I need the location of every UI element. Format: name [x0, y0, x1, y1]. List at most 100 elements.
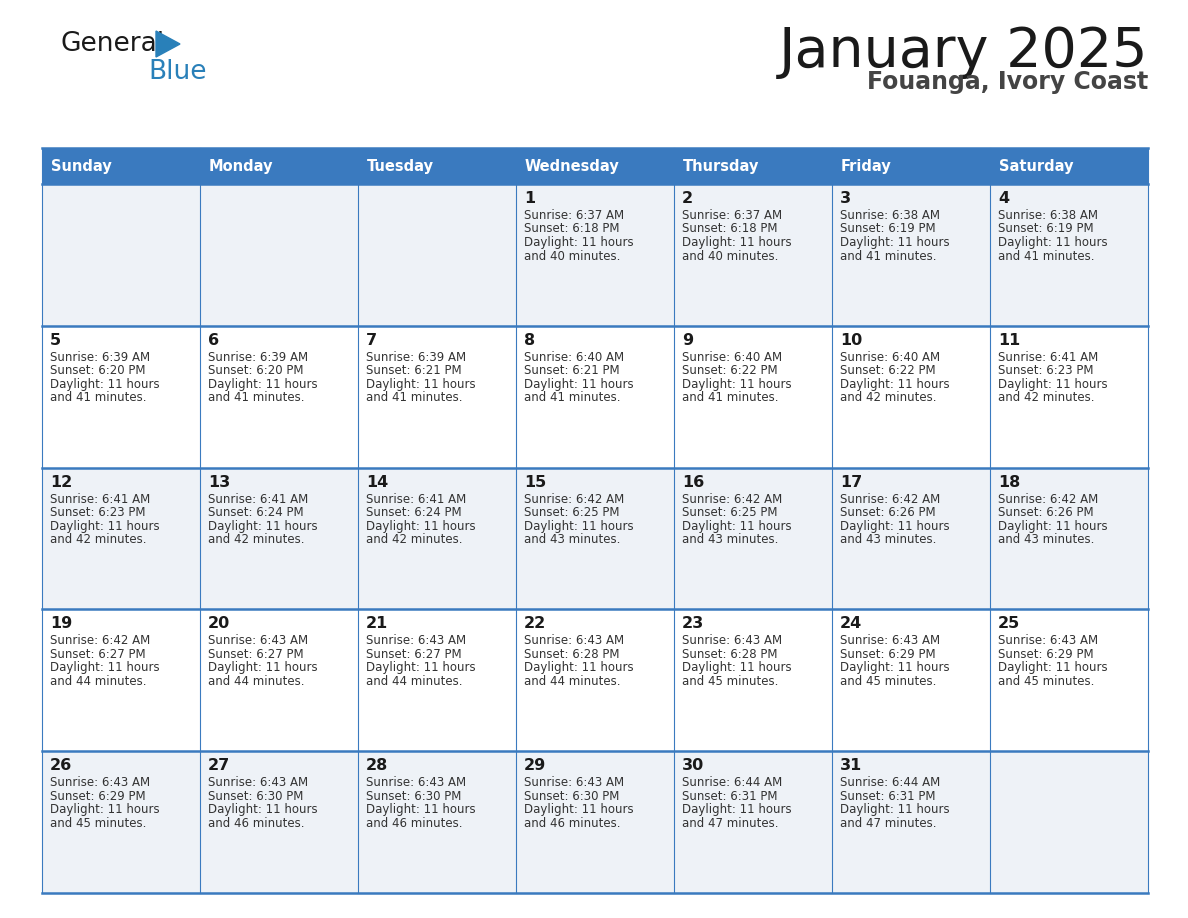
- Text: 31: 31: [840, 758, 862, 773]
- Text: Daylight: 11 hours: Daylight: 11 hours: [524, 803, 633, 816]
- Bar: [42, 467, 200, 610]
- Text: Wednesday: Wednesday: [525, 159, 620, 174]
- Text: Sunrise: 6:43 AM: Sunrise: 6:43 AM: [524, 634, 624, 647]
- Text: 20: 20: [208, 616, 230, 632]
- Bar: [516, 148, 674, 184]
- Text: Sunrise: 6:43 AM: Sunrise: 6:43 AM: [208, 634, 308, 647]
- Text: and 44 minutes.: and 44 minutes.: [50, 675, 146, 688]
- Bar: [674, 148, 832, 184]
- Bar: [516, 467, 674, 610]
- Bar: [358, 326, 516, 467]
- Text: Sunset: 6:18 PM: Sunset: 6:18 PM: [524, 222, 619, 236]
- Text: Daylight: 11 hours: Daylight: 11 hours: [682, 661, 791, 675]
- Text: 1: 1: [524, 191, 535, 206]
- Text: Daylight: 11 hours: Daylight: 11 hours: [524, 378, 633, 391]
- Text: and 45 minutes.: and 45 minutes.: [50, 817, 146, 830]
- Bar: [674, 751, 832, 893]
- Text: 13: 13: [208, 475, 230, 489]
- Text: and 42 minutes.: and 42 minutes.: [208, 533, 304, 546]
- Bar: [200, 326, 358, 467]
- Text: Saturday: Saturday: [999, 159, 1074, 174]
- Bar: [42, 751, 200, 893]
- Text: Daylight: 11 hours: Daylight: 11 hours: [840, 378, 949, 391]
- Text: and 42 minutes.: and 42 minutes.: [50, 533, 146, 546]
- Text: Sunset: 6:18 PM: Sunset: 6:18 PM: [682, 222, 777, 236]
- Text: 27: 27: [208, 758, 230, 773]
- Text: 6: 6: [208, 333, 219, 348]
- Bar: [516, 610, 674, 751]
- Bar: [516, 326, 674, 467]
- Text: Sunset: 6:27 PM: Sunset: 6:27 PM: [50, 648, 146, 661]
- Text: Sunrise: 6:43 AM: Sunrise: 6:43 AM: [682, 634, 782, 647]
- Text: 26: 26: [50, 758, 72, 773]
- Text: and 47 minutes.: and 47 minutes.: [682, 817, 778, 830]
- Text: Daylight: 11 hours: Daylight: 11 hours: [208, 803, 317, 816]
- Text: and 42 minutes.: and 42 minutes.: [366, 533, 462, 546]
- Bar: [42, 610, 200, 751]
- Text: Sunrise: 6:38 AM: Sunrise: 6:38 AM: [840, 209, 940, 222]
- Bar: [358, 148, 516, 184]
- Text: Daylight: 11 hours: Daylight: 11 hours: [840, 661, 949, 675]
- Text: and 41 minutes.: and 41 minutes.: [524, 391, 620, 404]
- Text: Sunrise: 6:39 AM: Sunrise: 6:39 AM: [366, 351, 466, 364]
- Bar: [832, 610, 990, 751]
- Text: Sunrise: 6:42 AM: Sunrise: 6:42 AM: [50, 634, 150, 647]
- Text: Sunrise: 6:38 AM: Sunrise: 6:38 AM: [998, 209, 1098, 222]
- Bar: [674, 610, 832, 751]
- Text: and 45 minutes.: and 45 minutes.: [840, 675, 936, 688]
- Text: Sunrise: 6:41 AM: Sunrise: 6:41 AM: [998, 351, 1098, 364]
- Text: and 43 minutes.: and 43 minutes.: [682, 533, 778, 546]
- Bar: [832, 326, 990, 467]
- Text: Sunrise: 6:42 AM: Sunrise: 6:42 AM: [998, 493, 1098, 506]
- Text: 19: 19: [50, 616, 72, 632]
- Text: Sunrise: 6:40 AM: Sunrise: 6:40 AM: [682, 351, 782, 364]
- Text: Sunrise: 6:39 AM: Sunrise: 6:39 AM: [50, 351, 150, 364]
- Text: Sunset: 6:28 PM: Sunset: 6:28 PM: [682, 648, 777, 661]
- Bar: [832, 751, 990, 893]
- Bar: [674, 467, 832, 610]
- Text: and 43 minutes.: and 43 minutes.: [998, 533, 1094, 546]
- Text: Tuesday: Tuesday: [367, 159, 434, 174]
- Text: Daylight: 11 hours: Daylight: 11 hours: [524, 520, 633, 532]
- Text: and 46 minutes.: and 46 minutes.: [524, 817, 620, 830]
- Bar: [358, 610, 516, 751]
- Text: Sunset: 6:24 PM: Sunset: 6:24 PM: [208, 506, 304, 519]
- Text: Daylight: 11 hours: Daylight: 11 hours: [208, 378, 317, 391]
- Text: Daylight: 11 hours: Daylight: 11 hours: [208, 661, 317, 675]
- Bar: [674, 184, 832, 326]
- Text: Daylight: 11 hours: Daylight: 11 hours: [998, 520, 1107, 532]
- Text: Daylight: 11 hours: Daylight: 11 hours: [366, 803, 475, 816]
- Text: 28: 28: [366, 758, 388, 773]
- Text: Sunrise: 6:37 AM: Sunrise: 6:37 AM: [682, 209, 782, 222]
- Text: and 46 minutes.: and 46 minutes.: [208, 817, 304, 830]
- Bar: [990, 467, 1148, 610]
- Bar: [42, 184, 200, 326]
- Text: Sunset: 6:25 PM: Sunset: 6:25 PM: [524, 506, 619, 519]
- Text: and 41 minutes.: and 41 minutes.: [366, 391, 462, 404]
- Text: Daylight: 11 hours: Daylight: 11 hours: [840, 520, 949, 532]
- Text: Sunrise: 6:44 AM: Sunrise: 6:44 AM: [840, 777, 940, 789]
- Text: Daylight: 11 hours: Daylight: 11 hours: [998, 236, 1107, 249]
- Text: 24: 24: [840, 616, 862, 632]
- Text: Daylight: 11 hours: Daylight: 11 hours: [50, 803, 159, 816]
- Text: and 44 minutes.: and 44 minutes.: [366, 675, 462, 688]
- Text: Sunrise: 6:42 AM: Sunrise: 6:42 AM: [840, 493, 940, 506]
- Text: Daylight: 11 hours: Daylight: 11 hours: [524, 661, 633, 675]
- Text: Sunrise: 6:42 AM: Sunrise: 6:42 AM: [524, 493, 624, 506]
- Bar: [42, 326, 200, 467]
- Text: Daylight: 11 hours: Daylight: 11 hours: [682, 520, 791, 532]
- Polygon shape: [156, 31, 181, 57]
- Text: Sunrise: 6:43 AM: Sunrise: 6:43 AM: [50, 777, 150, 789]
- Text: Fouanga, Ivory Coast: Fouanga, Ivory Coast: [867, 70, 1148, 94]
- Bar: [832, 184, 990, 326]
- Text: Sunset: 6:23 PM: Sunset: 6:23 PM: [50, 506, 145, 519]
- Bar: [200, 184, 358, 326]
- Text: Sunrise: 6:43 AM: Sunrise: 6:43 AM: [366, 777, 466, 789]
- Text: Sunset: 6:19 PM: Sunset: 6:19 PM: [840, 222, 936, 236]
- Text: Sunrise: 6:41 AM: Sunrise: 6:41 AM: [50, 493, 150, 506]
- Text: and 47 minutes.: and 47 minutes.: [840, 817, 936, 830]
- Text: 16: 16: [682, 475, 704, 489]
- Text: 22: 22: [524, 616, 546, 632]
- Text: Monday: Monday: [209, 159, 273, 174]
- Bar: [200, 610, 358, 751]
